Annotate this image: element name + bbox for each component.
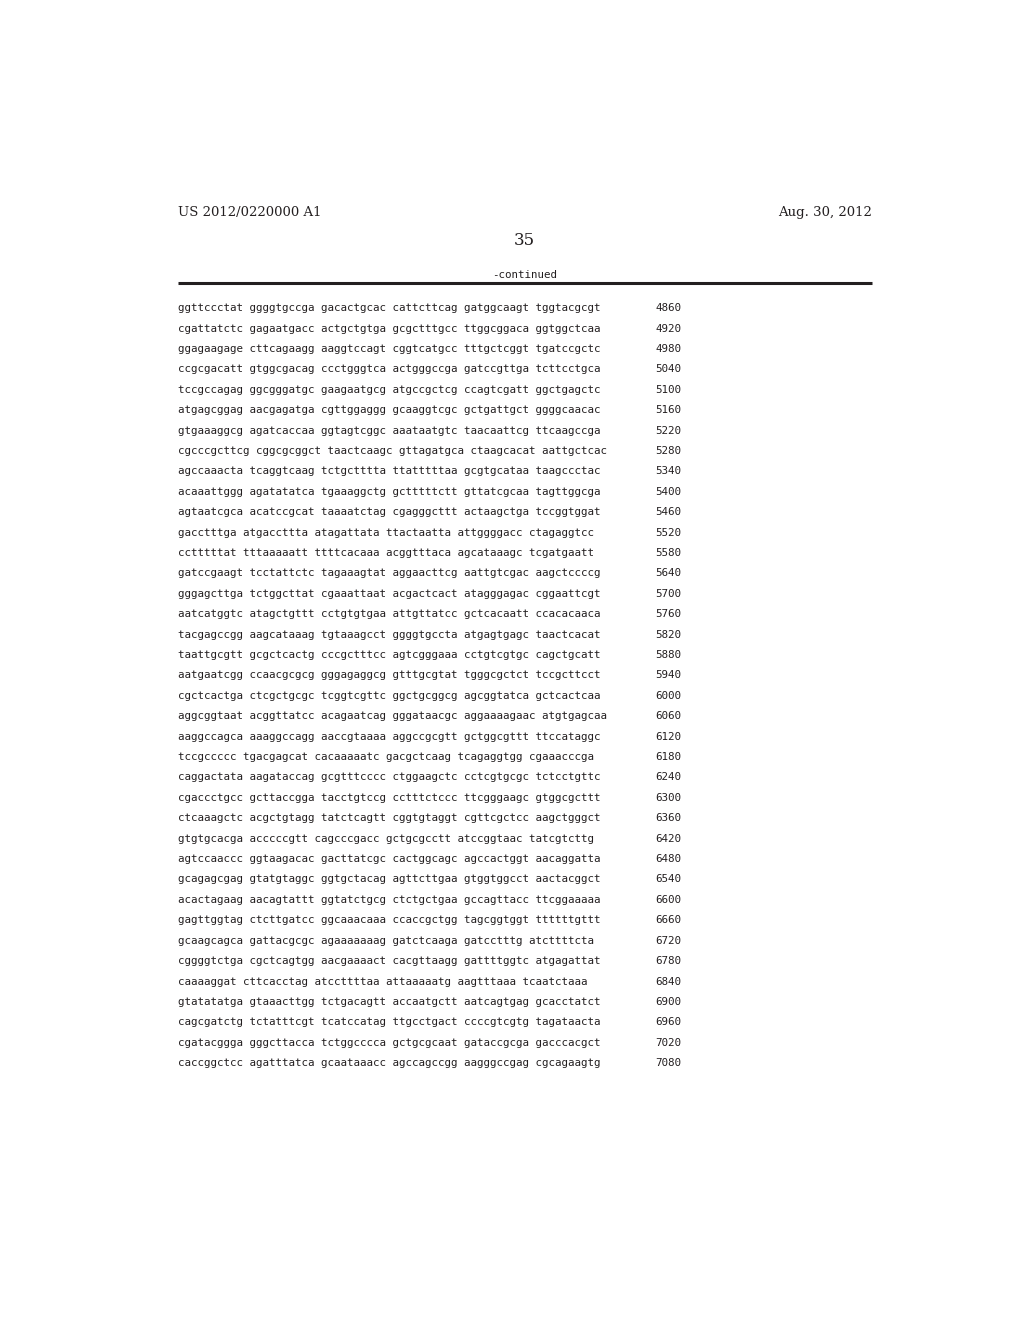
Text: gtatatatga gtaaacttgg tctgacagtt accaatgctt aatcagtgag gcacctatct: gtatatatga gtaaacttgg tctgacagtt accaatg… xyxy=(178,997,601,1007)
Text: agtaatcgca acatccgcat taaaatctag cgagggcttt actaagctga tccggtggat: agtaatcgca acatccgcat taaaatctag cgagggc… xyxy=(178,507,601,517)
Text: 5220: 5220 xyxy=(655,425,681,436)
Text: ctcaaagctc acgctgtagg tatctcagtt cggtgtaggt cgttcgctcc aagctgggct: ctcaaagctc acgctgtagg tatctcagtt cggtgta… xyxy=(178,813,601,824)
Text: tccgccagag ggcgggatgc gaagaatgcg atgccgctcg ccagtcgatt ggctgagctc: tccgccagag ggcgggatgc gaagaatgcg atgccgc… xyxy=(178,385,601,395)
Text: cgcccgcttcg cggcgcggct taactcaagc gttagatgca ctaagcacat aattgctcac: cgcccgcttcg cggcgcggct taactcaagc gttaga… xyxy=(178,446,607,455)
Text: 4980: 4980 xyxy=(655,345,681,354)
Text: agtccaaccc ggtaagacac gacttatcgc cactggcagc agccactggt aacaggatta: agtccaaccc ggtaagacac gacttatcgc cactggc… xyxy=(178,854,601,865)
Text: US 2012/0220000 A1: US 2012/0220000 A1 xyxy=(178,206,322,219)
Text: gggagcttga tctggcttat cgaaattaat acgactcact atagggagac cggaattcgt: gggagcttga tctggcttat cgaaattaat acgactc… xyxy=(178,589,601,599)
Text: 5820: 5820 xyxy=(655,630,681,640)
Text: 5640: 5640 xyxy=(655,569,681,578)
Text: 5460: 5460 xyxy=(655,507,681,517)
Text: cggggtctga cgctcagtgg aacgaaaact cacgttaagg gattttggtc atgagattat: cggggtctga cgctcagtgg aacgaaaact cacgtta… xyxy=(178,956,601,966)
Text: 4920: 4920 xyxy=(655,323,681,334)
Text: acaaattggg agatatatca tgaaaggctg gctttttctt gttatcgcaa tagttggcga: acaaattggg agatatatca tgaaaggctg gcttttt… xyxy=(178,487,601,496)
Text: cgattatctc gagaatgacc actgctgtga gcgctttgcc ttggcggaca ggtggctcaa: cgattatctc gagaatgacc actgctgtga gcgcttt… xyxy=(178,323,601,334)
Text: 5580: 5580 xyxy=(655,548,681,558)
Text: 6540: 6540 xyxy=(655,875,681,884)
Text: 4860: 4860 xyxy=(655,304,681,313)
Text: tccgccccc tgacgagcat cacaaaaatc gacgctcaag tcagaggtgg cgaaacccga: tccgccccc tgacgagcat cacaaaaatc gacgctca… xyxy=(178,752,594,762)
Text: 6420: 6420 xyxy=(655,834,681,843)
Text: cagcgatctg tctatttcgt tcatccatag ttgcctgact ccccgtcgtg tagataacta: cagcgatctg tctatttcgt tcatccatag ttgcctg… xyxy=(178,1018,601,1027)
Text: 6060: 6060 xyxy=(655,711,681,721)
Text: 6900: 6900 xyxy=(655,997,681,1007)
Text: aatgaatcgg ccaacgcgcg gggagaggcg gtttgcgtat tgggcgctct tccgcttcct: aatgaatcgg ccaacgcgcg gggagaggcg gtttgcg… xyxy=(178,671,601,680)
Text: ggagaagage cttcagaagg aaggtccagt cggtcatgcc tttgctcggt tgatccgctc: ggagaagage cttcagaagg aaggtccagt cggtcat… xyxy=(178,345,601,354)
Text: 5280: 5280 xyxy=(655,446,681,455)
Text: taattgcgtt gcgctcactg cccgctttcc agtcgggaaa cctgtcgtgc cagctgcatt: taattgcgtt gcgctcactg cccgctttcc agtcggg… xyxy=(178,649,601,660)
Text: 6000: 6000 xyxy=(655,690,681,701)
Text: caggactata aagataccag gcgtttcccc ctggaagctc cctcgtgcgc tctcctgttc: caggactata aagataccag gcgtttcccc ctggaag… xyxy=(178,772,601,783)
Text: 6960: 6960 xyxy=(655,1018,681,1027)
Text: 7020: 7020 xyxy=(655,1038,681,1048)
Text: atgagcggag aacgagatga cgttggaggg gcaaggtcgc gctgattgct ggggcaacac: atgagcggag aacgagatga cgttggaggg gcaaggt… xyxy=(178,405,601,416)
Text: 6120: 6120 xyxy=(655,731,681,742)
Text: cctttttat tttaaaaatt ttttcacaaa acggtttaca agcataaagc tcgatgaatt: cctttttat tttaaaaatt ttttcacaaa acggttta… xyxy=(178,548,594,558)
Text: 5940: 5940 xyxy=(655,671,681,680)
Text: cgatacggga gggcttacca tctggcccca gctgcgcaat gataccgcga gacccacgct: cgatacggga gggcttacca tctggcccca gctgcgc… xyxy=(178,1038,601,1048)
Text: 5400: 5400 xyxy=(655,487,681,496)
Text: 35: 35 xyxy=(514,231,536,248)
Text: 6840: 6840 xyxy=(655,977,681,986)
Text: 5760: 5760 xyxy=(655,610,681,619)
Text: caccggctcc agatttatca gcaataaacc agccagccgg aagggccgag cgcagaagtg: caccggctcc agatttatca gcaataaacc agccagc… xyxy=(178,1059,601,1068)
Text: 5340: 5340 xyxy=(655,466,681,477)
Text: 6720: 6720 xyxy=(655,936,681,945)
Text: aaggccagca aaaggccagg aaccgtaaaa aggccgcgtt gctggcgttt ttccataggc: aaggccagca aaaggccagg aaccgtaaaa aggccgc… xyxy=(178,731,601,742)
Text: 6600: 6600 xyxy=(655,895,681,906)
Text: 5040: 5040 xyxy=(655,364,681,375)
Text: tacgagccgg aagcataaag tgtaaagcct ggggtgccta atgagtgagc taactcacat: tacgagccgg aagcataaag tgtaaagcct ggggtgc… xyxy=(178,630,601,640)
Text: 6480: 6480 xyxy=(655,854,681,865)
Text: ccgcgacatt gtggcgacag ccctgggtca actgggccga gatccgttga tcttcctgca: ccgcgacatt gtggcgacag ccctgggtca actgggc… xyxy=(178,364,601,375)
Text: gcaagcagca gattacgcgc agaaaaaaag gatctcaaga gatcctttg atcttttcta: gcaagcagca gattacgcgc agaaaaaaag gatctca… xyxy=(178,936,594,945)
Text: aatcatggtc atagctgttt cctgtgtgaa attgttatcc gctcacaatt ccacacaaca: aatcatggtc atagctgttt cctgtgtgaa attgtta… xyxy=(178,610,601,619)
Text: Aug. 30, 2012: Aug. 30, 2012 xyxy=(778,206,872,219)
Text: 6240: 6240 xyxy=(655,772,681,783)
Text: gacctttga atgaccttta atagattata ttactaatta attggggacc ctagaggtcc: gacctttga atgaccttta atagattata ttactaat… xyxy=(178,528,594,537)
Text: 5520: 5520 xyxy=(655,528,681,537)
Text: 5160: 5160 xyxy=(655,405,681,416)
Text: 5100: 5100 xyxy=(655,385,681,395)
Text: 5700: 5700 xyxy=(655,589,681,599)
Text: acactagaag aacagtattt ggtatctgcg ctctgctgaa gccagttacc ttcggaaaaa: acactagaag aacagtattt ggtatctgcg ctctgct… xyxy=(178,895,601,906)
Text: 6300: 6300 xyxy=(655,793,681,803)
Text: gtgaaaggcg agatcaccaa ggtagtcggc aaataatgtc taacaattcg ttcaagccga: gtgaaaggcg agatcaccaa ggtagtcggc aaataat… xyxy=(178,425,601,436)
Text: 5880: 5880 xyxy=(655,649,681,660)
Text: caaaaggat cttcacctag atccttttaa attaaaaatg aagtttaaa tcaatctaaa: caaaaggat cttcacctag atccttttaa attaaaaa… xyxy=(178,977,588,986)
Text: 6660: 6660 xyxy=(655,915,681,925)
Text: ggttccctat ggggtgccga gacactgcac cattcttcag gatggcaagt tggtacgcgt: ggttccctat ggggtgccga gacactgcac cattctt… xyxy=(178,304,601,313)
Text: agccaaacta tcaggtcaag tctgctttta ttatttttaa gcgtgcataa taagccctac: agccaaacta tcaggtcaag tctgctttta ttatttt… xyxy=(178,466,601,477)
Text: aggcggtaat acggttatcc acagaatcag gggataacgc aggaaaagaac atgtgagcaa: aggcggtaat acggttatcc acagaatcag gggataa… xyxy=(178,711,607,721)
Text: cgctcactga ctcgctgcgc tcggtcgttc ggctgcggcg agcggtatca gctcactcaa: cgctcactga ctcgctgcgc tcggtcgttc ggctgcg… xyxy=(178,690,601,701)
Text: gatccgaagt tcctattctc tagaaagtat aggaacttcg aattgtcgac aagctccccg: gatccgaagt tcctattctc tagaaagtat aggaact… xyxy=(178,569,601,578)
Text: 7080: 7080 xyxy=(655,1059,681,1068)
Text: cgaccctgcc gcttaccgga tacctgtccg cctttctccc ttcgggaagc gtggcgcttt: cgaccctgcc gcttaccgga tacctgtccg cctttct… xyxy=(178,793,601,803)
Text: gtgtgcacga acccccgtt cagcccgacc gctgcgcctt atccggtaac tatcgtcttg: gtgtgcacga acccccgtt cagcccgacc gctgcgcc… xyxy=(178,834,594,843)
Text: 6780: 6780 xyxy=(655,956,681,966)
Text: gcagagcgag gtatgtaggc ggtgctacag agttcttgaa gtggtggcct aactacggct: gcagagcgag gtatgtaggc ggtgctacag agttctt… xyxy=(178,875,601,884)
Text: 6180: 6180 xyxy=(655,752,681,762)
Text: gagttggtag ctcttgatcc ggcaaacaaa ccaccgctgg tagcggtggt ttttttgttt: gagttggtag ctcttgatcc ggcaaacaaa ccaccgc… xyxy=(178,915,601,925)
Text: -continued: -continued xyxy=(493,271,557,280)
Text: 6360: 6360 xyxy=(655,813,681,824)
